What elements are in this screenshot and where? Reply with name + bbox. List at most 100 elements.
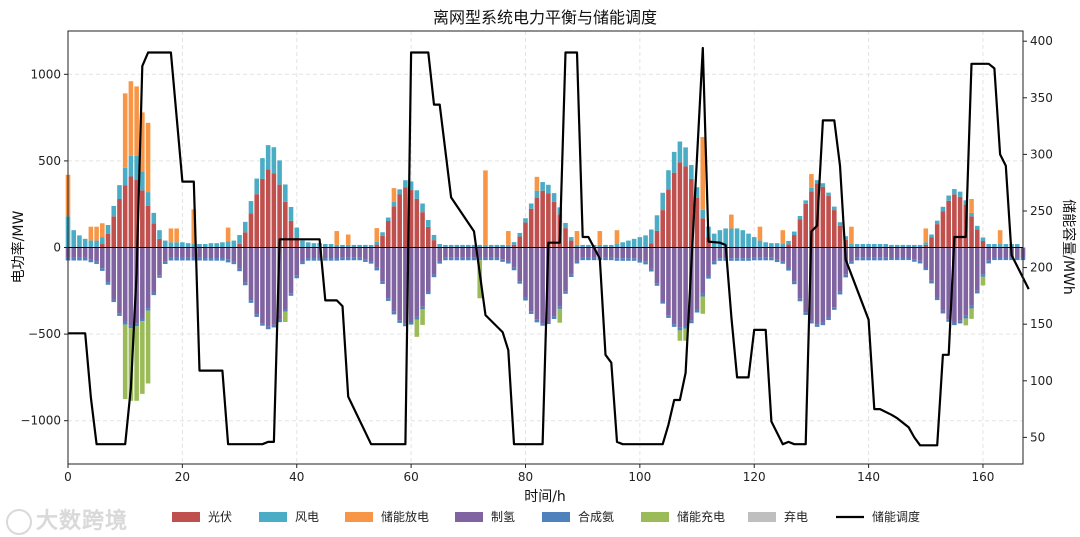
bar-wind (860, 244, 866, 248)
bar-ammonia (689, 320, 694, 324)
bar-wind (912, 244, 917, 248)
legend-label: 光伏 (208, 510, 232, 524)
bar-ammonia (77, 257, 82, 261)
legend-swatch-curtail (748, 512, 776, 522)
bar-wind (957, 191, 963, 197)
bar-wind (425, 219, 431, 227)
bar-electrolysis (786, 247, 791, 268)
bar-ammonia (591, 257, 597, 261)
bar-wind (523, 218, 528, 223)
bar-electrolysis (397, 247, 402, 321)
bar-wind (689, 165, 694, 179)
bar-wind (820, 183, 826, 187)
bar-electrolysis (380, 247, 385, 282)
bar-wind (786, 240, 791, 245)
bar-wind (191, 244, 197, 248)
bar-ammonia (100, 268, 105, 271)
bar-ammonia (1003, 257, 1009, 261)
bar-pv (140, 190, 145, 248)
bar-ammonia (729, 258, 734, 261)
bar-storage-charge (677, 330, 683, 341)
bar-wind (729, 228, 734, 248)
x-tick-label: 40 (289, 470, 304, 484)
bar-wind (751, 237, 757, 248)
bar-ammonia (180, 257, 185, 261)
bar-electrolysis (431, 247, 437, 275)
bar-ammonia (717, 258, 723, 261)
bar-ammonia (122, 321, 128, 325)
bar-ammonia (866, 257, 871, 261)
bar-ammonia (523, 297, 528, 301)
bar-electrolysis (271, 247, 277, 325)
bar-wind (894, 244, 900, 248)
bar-ammonia (877, 257, 883, 261)
bar-electrolysis (328, 247, 334, 259)
bar-ammonia (340, 257, 345, 261)
bar-electrolysis (929, 247, 934, 281)
bar-electrolysis (506, 247, 511, 261)
legend-swatch-wind (259, 512, 287, 522)
bar-wind (242, 221, 248, 233)
bar-ammonia (751, 257, 757, 261)
bar-ammonia (380, 281, 385, 284)
x-tick-label: 0 (64, 470, 72, 484)
bar-wind (105, 224, 111, 234)
bar-ammonia (832, 307, 837, 310)
bar-ammonia (466, 257, 471, 261)
bar-wind (906, 244, 911, 248)
bar-electrolysis (511, 247, 517, 268)
bar-ammonia (723, 258, 728, 261)
bar-ammonia (706, 276, 711, 279)
bar-ammonia (746, 258, 751, 261)
bar-ammonia (448, 257, 454, 261)
bar-wind (471, 244, 477, 248)
bar-ammonia (854, 257, 860, 261)
bar-electrolysis (597, 247, 603, 258)
bar-pv (151, 223, 157, 248)
bar-electrolysis (912, 247, 917, 260)
x-tick-label: 100 (628, 470, 651, 484)
bar-pv (128, 176, 134, 248)
bar-pv (431, 240, 437, 248)
bar-wind (666, 170, 671, 190)
bar-ammonia (517, 281, 523, 284)
bar-electrolysis (225, 247, 231, 260)
bar-ammonia (460, 257, 465, 261)
bar-electrolysis (666, 247, 671, 316)
bar-pv (969, 216, 974, 248)
x-tick-label: 140 (857, 470, 880, 484)
bar-pv (540, 190, 545, 248)
bar-pv (654, 230, 660, 248)
bar-electrolysis (877, 247, 883, 258)
bar-electrolysis (546, 247, 551, 322)
bar-wind (763, 242, 768, 248)
legend-swatch-pv (172, 512, 200, 522)
bar-ammonia (974, 290, 980, 294)
bar-ammonia (677, 327, 683, 331)
bar-wind (809, 187, 814, 192)
legend-label: 制氢 (491, 509, 515, 524)
bar-ammonia (900, 257, 906, 261)
bar-storage-charge (122, 324, 128, 400)
bar-wind (952, 189, 957, 195)
bar-ammonia (620, 258, 625, 261)
bar-electrolysis (443, 247, 448, 258)
bar-wind (231, 240, 237, 248)
bar-electrolysis (603, 247, 608, 258)
bar-pv (929, 237, 934, 248)
bar-pv (649, 243, 654, 248)
bar-wind (580, 244, 585, 248)
bar-wind (774, 243, 780, 248)
bar-wind (397, 189, 402, 195)
bar-pv (683, 166, 688, 248)
bar-electrolysis (1003, 247, 1009, 258)
bar-wind (986, 244, 991, 248)
bar-wind (494, 244, 500, 248)
watermark-logo-icon (6, 509, 32, 535)
y2-tick-label: 150 (1030, 317, 1053, 331)
legend-label: 合成氨 (578, 509, 614, 524)
bar-wind (323, 244, 328, 248)
bar-electrolysis (300, 247, 305, 262)
bar-pv (689, 178, 694, 248)
y2-tick-label: 350 (1030, 91, 1053, 105)
